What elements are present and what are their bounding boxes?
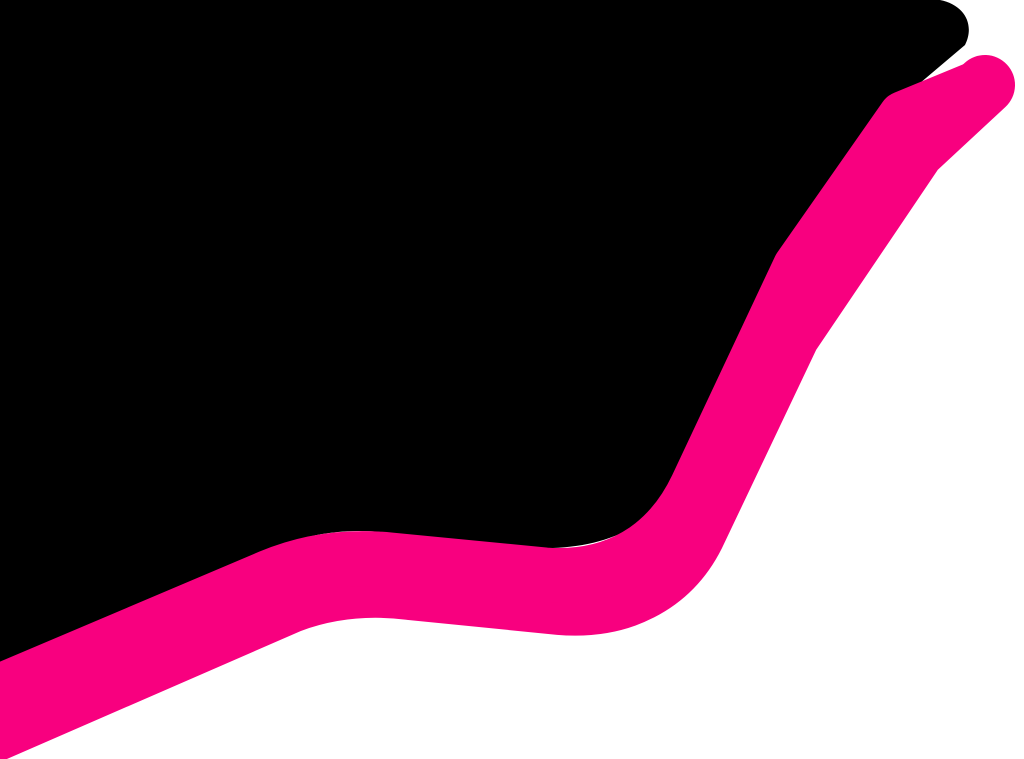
pink-edge-stroke — [0, 57, 1013, 722]
black-wave-shape — [0, 0, 969, 668]
